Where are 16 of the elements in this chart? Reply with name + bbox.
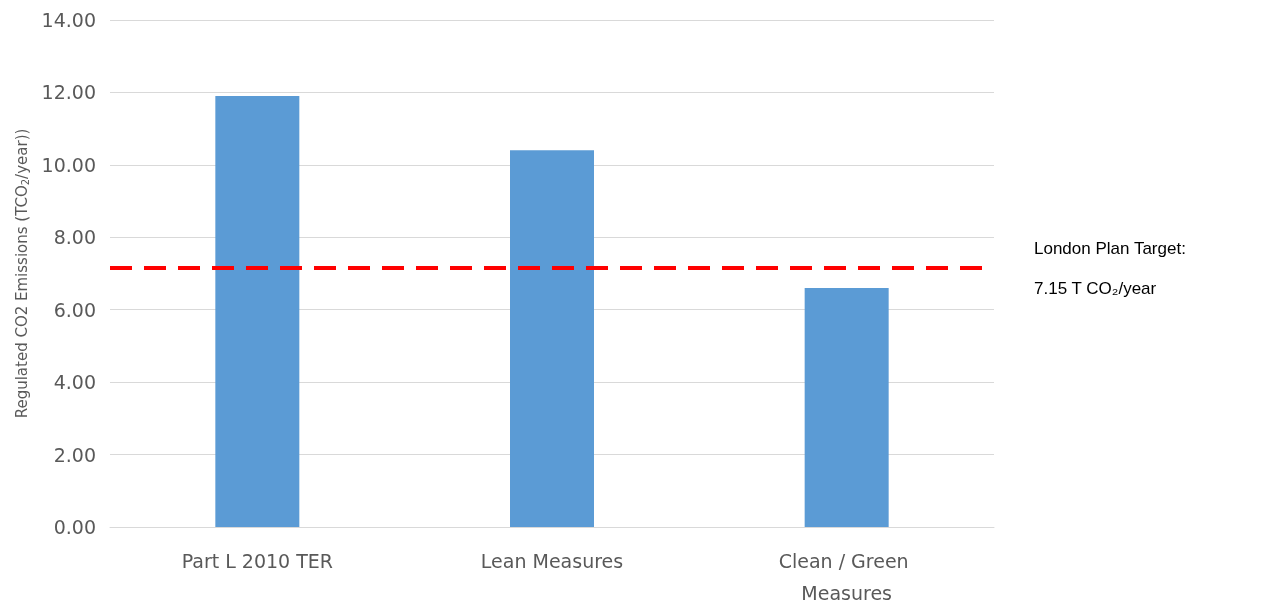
y-tick-label: 14.00: [41, 9, 96, 31]
x-tick-label: Lean Measures: [480, 550, 624, 572]
bar: [215, 96, 300, 527]
y-tick-label: 8.00: [53, 226, 96, 249]
text: London Plan Target: 7.15 T CO₂/year: [1034, 238, 1186, 298]
x-tick-label: Part L 2010 TER: [181, 550, 334, 572]
y-tick-label: 2.00: [53, 443, 96, 466]
bar: [510, 150, 594, 527]
y-tick-label: 12.00: [41, 81, 96, 104]
bar: [804, 287, 889, 527]
x-tick-label: Clean / Green Measures: [778, 550, 915, 604]
y-axis-title: Regulated CO2 Emissions (TCO2/year)): [12, 128, 32, 419]
y-tick-label: 10.00: [41, 153, 96, 176]
y-tick-label: 6.00: [53, 298, 96, 321]
y-tick-label: 4.00: [53, 371, 96, 394]
y-tick-label: 0.00: [53, 516, 96, 538]
